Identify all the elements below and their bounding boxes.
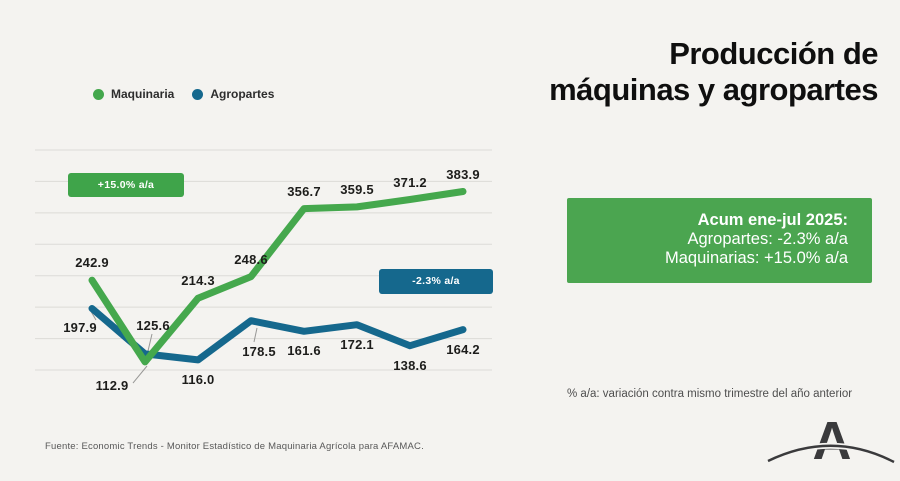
data-label-maquinaria: 356.7 <box>287 183 321 199</box>
summary-line-agropartes: Agropartes: -2.3% a/a <box>687 230 848 248</box>
legend-label-agropartes: Agropartes <box>210 87 275 101</box>
summary-heading: Acum ene-jul 2025: <box>697 211 848 229</box>
title-line-1: Producción de <box>669 36 878 71</box>
maquinaria-dot-icon <box>93 88 104 100</box>
title-line-2: máquinas y agropartes <box>549 72 878 107</box>
data-label-agropartes: 138.6 <box>393 357 427 373</box>
data-label-maquinaria: 248.6 <box>234 251 268 267</box>
data-label-agropartes: 164.2 <box>446 341 480 357</box>
summary-box: Acum ene-jul 2025: Agropartes: -2.3% a/a… <box>567 198 872 283</box>
series-line-maquinaria <box>88 188 467 366</box>
source-credit: Fuente: Economic Trends - Monitor Estadí… <box>45 441 424 452</box>
data-label-maquinaria: 242.9 <box>75 255 109 271</box>
data-label-agropartes: 197.9 <box>63 320 97 336</box>
agropartes-dot-icon <box>192 88 204 100</box>
data-label-maquinaria: 112.9 <box>95 377 129 393</box>
footnote: % a/a: variación contra mismo trimestre … <box>567 388 853 400</box>
maquinaria-annotation-badge: +15.0% a/a <box>68 173 184 197</box>
legend-item-agropartes: Agropartes <box>192 87 274 101</box>
summary-line-maquinarias: Maquinarias: +15.0% a/a <box>665 249 848 267</box>
data-label-maquinaria: 371.2 <box>393 174 427 190</box>
data-label-agropartes: 178.5 <box>242 343 276 359</box>
data-label-maquinaria: 359.5 <box>340 181 374 197</box>
data-label-maquinaria: 383.9 <box>446 166 480 182</box>
series-line-agropartes <box>88 305 467 364</box>
data-label-maquinaria: 214.3 <box>181 273 215 289</box>
legend-item-maquinaria: Maquinaria <box>93 87 174 101</box>
data-label-agropartes: 116.0 <box>181 371 215 387</box>
agropartes-annotation-badge: -2.3% a/a <box>379 269 493 294</box>
data-label-agropartes: 161.6 <box>287 343 321 359</box>
legend-label-maquinaria: Maquinaria <box>111 87 175 101</box>
logo-letter: A <box>813 412 852 467</box>
logo-swoosh-icon <box>767 444 895 464</box>
page-title: Producción de máquinas y agropartes <box>549 36 878 108</box>
afamac-logo: A <box>766 412 896 467</box>
chart-legend: Maquinaria Agropartes <box>93 87 274 101</box>
data-label-agropartes: 125.6 <box>136 317 170 333</box>
data-label-agropartes: 172.1 <box>340 336 374 352</box>
